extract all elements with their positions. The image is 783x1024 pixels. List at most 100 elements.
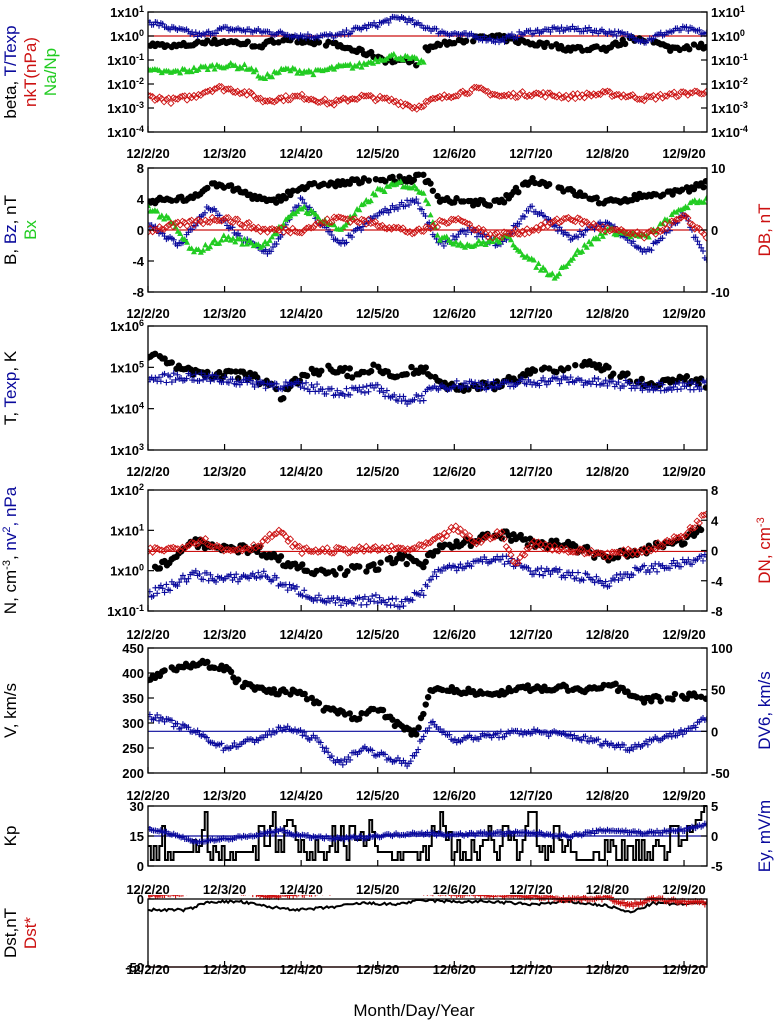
series-Texp-point: [567, 374, 574, 381]
series-DV6-point: [168, 717, 175, 724]
series-DB-point: [422, 223, 430, 231]
series-nv2-point: [453, 567, 460, 574]
series-V-point: [356, 715, 363, 722]
series-nv2-point: [337, 602, 344, 609]
series-DB-point: [500, 228, 508, 236]
series-nv2-point: [654, 568, 661, 575]
series-nv2-point: [431, 568, 438, 575]
series-Na/Np-point: [370, 60, 377, 66]
series-N-point: [377, 559, 384, 566]
T-left-tick-label: 1x105: [110, 359, 144, 375]
Kp-x-tick-label: 12/5/20: [356, 882, 399, 897]
series-DB-point: [348, 215, 357, 223]
series-Dst*-point: [578, 896, 585, 903]
series-Texp-point: [633, 382, 640, 389]
series-Texp-point: [523, 381, 530, 388]
series-nkT-point: [295, 92, 304, 100]
T-left-tick-label: 1x106: [110, 318, 144, 334]
series-DV6-point: [587, 734, 594, 741]
series-DB-point: [491, 230, 499, 238]
series-Texp-point: [459, 384, 466, 391]
series-DV6-point: [339, 761, 346, 768]
series-N-point: [451, 543, 458, 550]
series-DN-point: [461, 528, 469, 537]
series-Texp-point: [698, 386, 705, 393]
series-DB-point: [213, 217, 221, 225]
panel-Dst: -50 0 12/2/20 12/3/20 12/4/20 12/5/20 12/6/20 1…: [1, 892, 708, 977]
series-DV6-point: [156, 717, 163, 724]
series-DB-point: [511, 225, 520, 234]
series-DB-point: [413, 226, 421, 234]
series-Dst*-point: [491, 895, 493, 897]
series-Texp-point: [161, 370, 168, 377]
series-B-point: [581, 192, 588, 199]
series-Dst*-point: [494, 895, 496, 897]
B-ylabel-right: DB, nT: [755, 204, 774, 257]
series-DV6-point: [545, 733, 552, 740]
series-DV6-point: [369, 747, 376, 754]
series-Bz-point: [358, 227, 365, 234]
series-DV6-point: [402, 759, 409, 766]
series-T/Texp-point: [624, 30, 631, 37]
series-B-point: [593, 194, 600, 201]
series-nv2-point: [409, 597, 416, 604]
series-nkT-point: [635, 95, 644, 103]
series-Dst*-point: [439, 895, 441, 897]
series-DB-point: [328, 218, 336, 226]
series-B-point: [429, 187, 437, 194]
B-left-tick-label: -4: [132, 254, 144, 269]
series-DB-point: [256, 227, 265, 236]
series-Bx-point: [425, 200, 432, 207]
series-Bz-point: [348, 234, 355, 241]
series-DN-point: [443, 532, 451, 540]
series-DN-point: [596, 549, 605, 557]
series-DB-point: [247, 224, 256, 232]
series-nv2-point: [299, 592, 306, 599]
series-nv2-point: [233, 571, 240, 578]
series-nkT-point: [640, 96, 648, 105]
series-Texp-point: [306, 388, 313, 395]
series-Texp-point: [519, 376, 526, 383]
x-axis-title: Month/Day/Year: [353, 1001, 475, 1020]
series-DN-point: [505, 545, 513, 554]
series-DB-point: [277, 224, 285, 232]
series-Texp-point: [565, 379, 572, 386]
series-N-point: [303, 567, 311, 575]
series-DB-point: [245, 218, 253, 227]
series-nv2-point: [455, 564, 462, 571]
series-nv2-point: [273, 574, 280, 581]
series-Na/Np-point: [262, 75, 269, 82]
series-Texp-point: [602, 377, 609, 384]
series-Bz-point: [700, 248, 707, 255]
V-x-tick-label: 12/3/20: [203, 788, 246, 803]
series-DB-point: [358, 215, 366, 223]
series-Bx-point: [188, 245, 195, 251]
series-nv2-point: [641, 562, 648, 569]
series-Na/Np-point: [211, 65, 218, 72]
series-Bx-point: [549, 270, 556, 276]
series-nkT-point: [702, 88, 707, 96]
series-DB-point: [403, 228, 412, 237]
series-nkT-point: [420, 102, 428, 110]
series-Texp-point: [648, 383, 655, 390]
series-V-point: [308, 694, 315, 702]
series-N-point: [299, 561, 306, 568]
beta-plot-frame: [147, 11, 708, 133]
series-DN-point: [284, 537, 292, 546]
series-DB-point: [376, 222, 384, 230]
series-B-point: [289, 187, 297, 194]
series-Bz-point: [565, 232, 572, 239]
V-left-tick-label: 200: [122, 766, 144, 781]
series-DN-point: [167, 544, 175, 552]
series-DV6-point: [317, 739, 324, 746]
series-DV6-point: [343, 758, 350, 765]
series-B-point: [690, 185, 698, 193]
series-nv2-point: [428, 576, 435, 583]
Dst-left-tick-label: -50: [125, 960, 144, 975]
series-Texp-point: [543, 381, 550, 388]
series-DB-point: [353, 218, 361, 226]
series-DN-point: [429, 535, 437, 544]
series-nkT-point: [502, 92, 511, 100]
series-T/Texp-point: [514, 34, 521, 41]
series-DB-point: [266, 225, 274, 233]
